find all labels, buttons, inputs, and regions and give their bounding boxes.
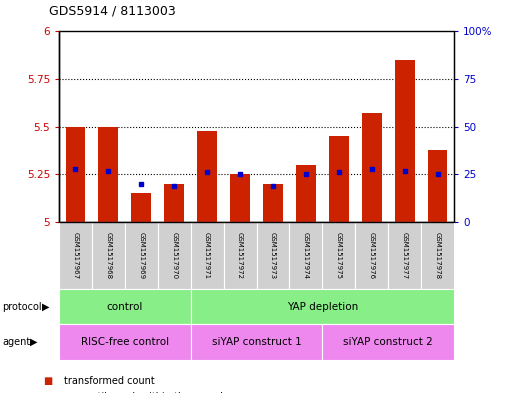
Text: GSM1517972: GSM1517972 [237,232,243,279]
Text: GSM1517967: GSM1517967 [72,232,78,279]
Bar [263,184,283,222]
Text: siYAP construct 2: siYAP construct 2 [343,337,433,347]
Text: GSM1517970: GSM1517970 [171,232,177,279]
Text: transformed count: transformed count [64,376,155,386]
Bar [394,60,415,222]
Bar [131,193,151,222]
Text: RISC-free control: RISC-free control [81,337,169,347]
Bar [66,127,85,222]
Text: siYAP construct 1: siYAP construct 1 [212,337,301,347]
Bar [428,150,447,222]
Text: control: control [107,301,143,312]
Bar [329,136,349,222]
Text: GSM1517969: GSM1517969 [139,232,144,279]
Text: YAP depletion: YAP depletion [287,301,358,312]
Text: ■: ■ [44,376,53,386]
Text: GSM1517975: GSM1517975 [336,232,342,279]
Text: agent: agent [3,337,31,347]
Text: percentile rank within the sample: percentile rank within the sample [64,392,229,393]
Text: protocol: protocol [3,301,42,312]
Text: ▶: ▶ [42,301,50,312]
Text: GSM1517968: GSM1517968 [105,232,111,279]
Bar [296,165,315,222]
Bar [98,127,118,222]
Bar [197,130,217,222]
Bar [362,114,382,222]
Bar [230,174,250,222]
Text: GSM1517976: GSM1517976 [369,232,374,279]
Text: GSM1517974: GSM1517974 [303,232,309,279]
Text: GSM1517978: GSM1517978 [435,232,441,279]
Text: ■: ■ [44,392,53,393]
Text: GSM1517977: GSM1517977 [402,232,408,279]
Text: GSM1517971: GSM1517971 [204,232,210,279]
Text: GDS5914 / 8113003: GDS5914 / 8113003 [49,5,175,18]
Text: GSM1517973: GSM1517973 [270,232,276,279]
Text: ▶: ▶ [30,337,38,347]
Bar [164,184,184,222]
